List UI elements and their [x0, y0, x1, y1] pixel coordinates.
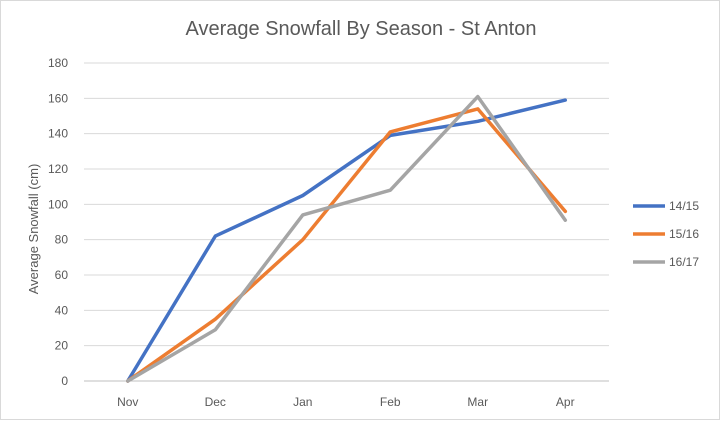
legend-label: 14/15 [669, 199, 699, 213]
y-tick-label: 60 [55, 268, 69, 282]
y-axis-title: Average Snowfall (cm) [26, 164, 41, 295]
y-tick-label: 140 [48, 127, 68, 141]
x-tick-label: Jan [293, 395, 312, 409]
y-tick-label: 0 [61, 374, 68, 388]
y-axis-ticks: 0 20 40 60 80 100 120 140 160 180 [48, 56, 68, 388]
x-axis-ticks: Nov Dec Jan Feb Mar Apr [117, 395, 575, 409]
y-tick-label: 40 [55, 303, 69, 317]
legend: 14/15 15/16 16/17 [633, 199, 699, 269]
y-tick-label: 160 [48, 91, 68, 105]
x-tick-label: Dec [205, 395, 226, 409]
legend-label: 15/16 [669, 227, 699, 241]
legend-item-14-15: 14/15 [633, 199, 699, 213]
x-tick-label: Mar [467, 395, 488, 409]
chart-title: Average Snowfall By Season - St Anton [186, 18, 537, 40]
legend-label: 16/17 [669, 255, 699, 269]
y-tick-label: 80 [55, 233, 69, 247]
y-tick-label: 20 [55, 339, 69, 353]
y-tick-label: 100 [48, 197, 68, 211]
series-line-14-15 [126, 98, 568, 383]
y-tick-label: 120 [48, 162, 68, 176]
legend-item-15-16: 15/16 [633, 227, 699, 241]
series-lines [126, 94, 568, 383]
series-line-15-16 [126, 107, 568, 383]
legend-item-16-17: 16/17 [633, 255, 699, 269]
x-tick-label: Feb [380, 395, 401, 409]
x-tick-label: Apr [556, 395, 575, 409]
series-line-16-17 [126, 94, 568, 383]
gridlines [84, 62, 609, 382]
y-tick-label: 180 [48, 56, 68, 70]
x-tick-label: Nov [117, 395, 138, 409]
